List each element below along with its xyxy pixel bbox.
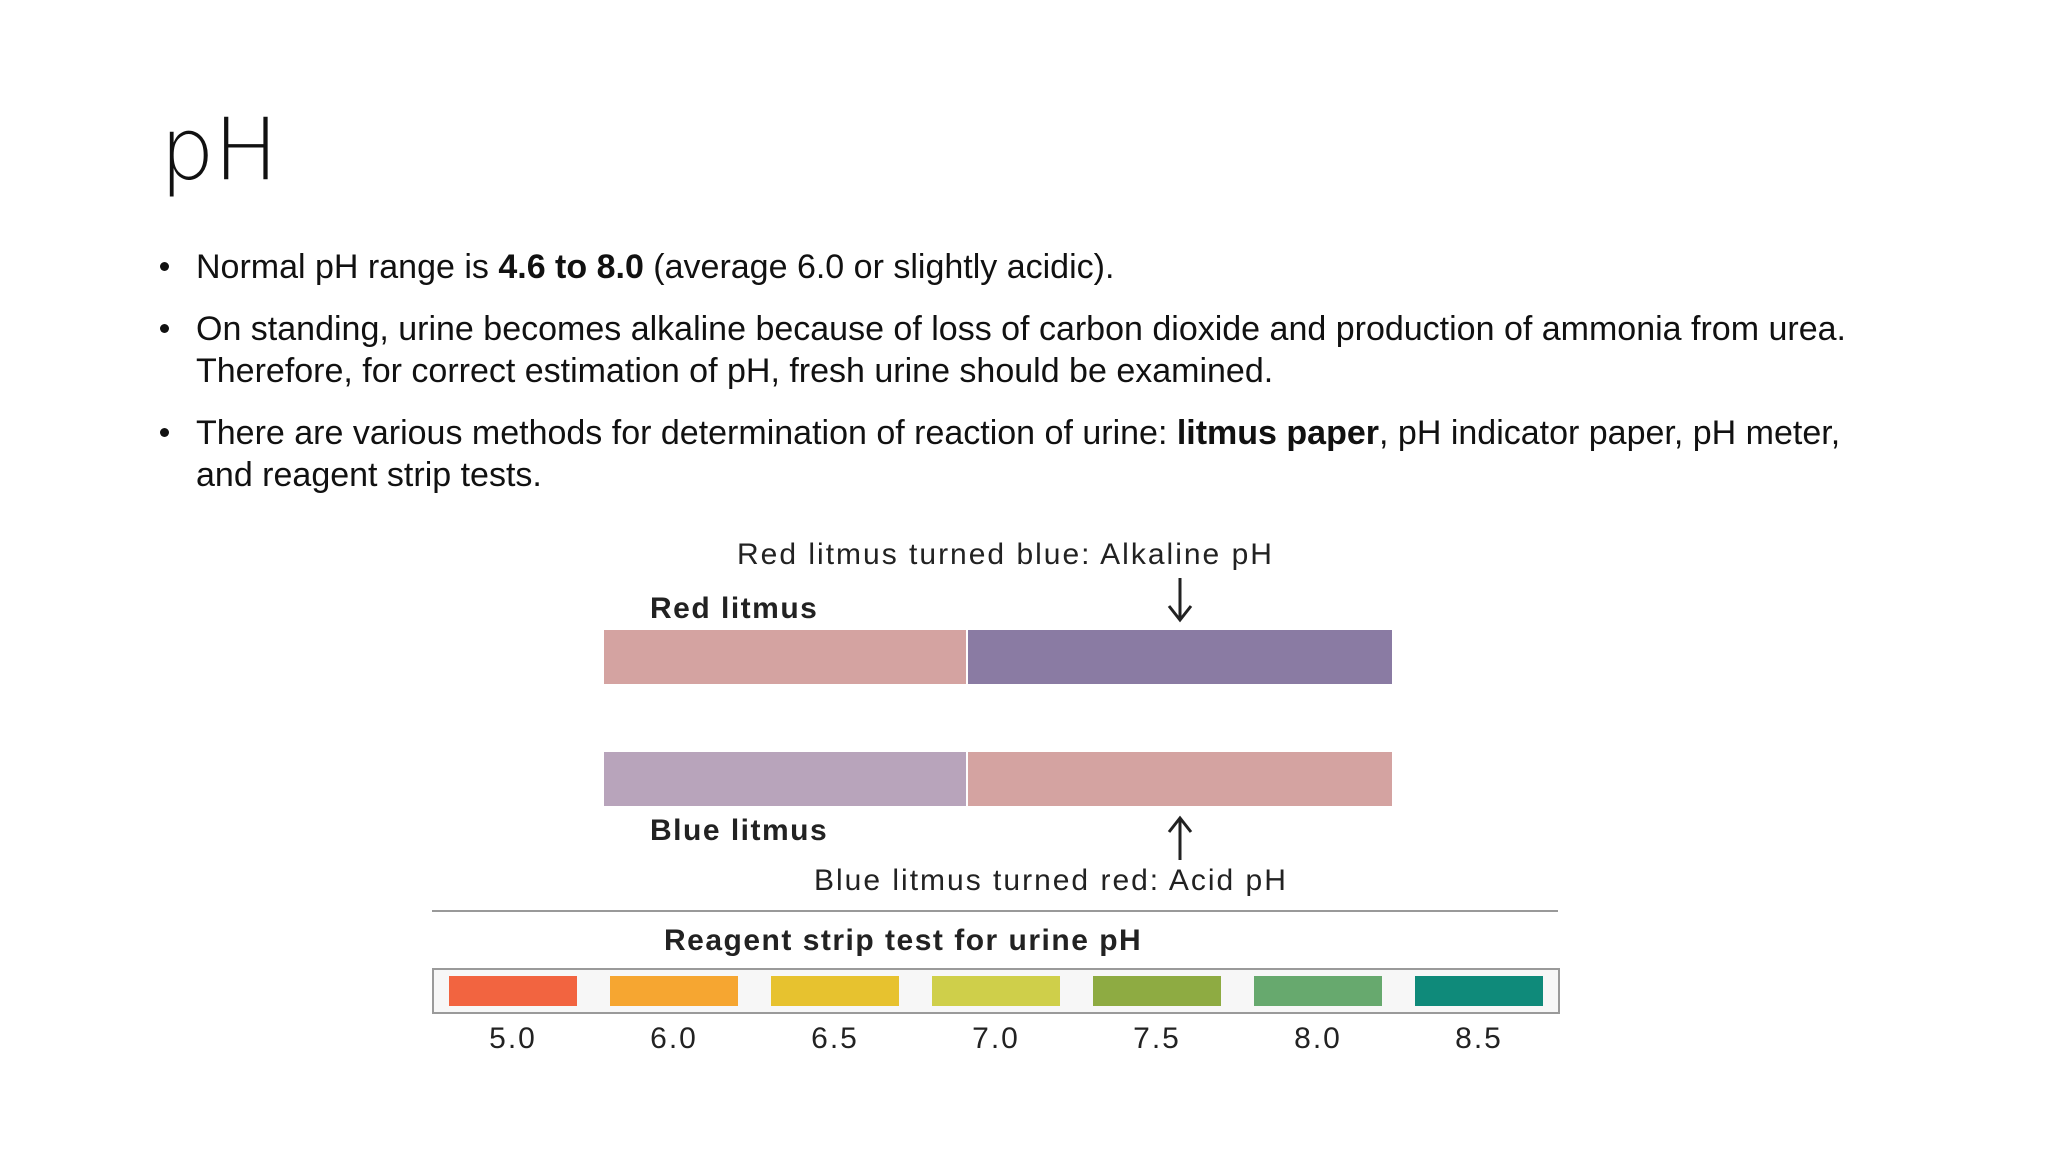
bullet-text: (average 6.0 or slightly acidic).: [643, 248, 1115, 286]
ph-label: 5.0: [489, 1022, 537, 1055]
bullet-text: There are various methods for determinat…: [196, 414, 1177, 452]
slide-title: pH: [160, 100, 278, 200]
bullet-methods: There are various methods for determinat…: [158, 412, 1858, 496]
ph-label: 8.0: [1294, 1022, 1342, 1055]
ph-label: 6.0: [650, 1022, 698, 1055]
bullet-text: On standing, urine becomes alkaline beca…: [196, 310, 1846, 390]
bullet-text: Normal pH range is: [196, 248, 499, 286]
bullet-text: , pH indicator paper, pH meter, and reag…: [196, 414, 1841, 494]
reagent-swatch-7-0: [932, 976, 1060, 1006]
bullet-bold-text: litmus paper: [1176, 414, 1380, 452]
reagent-swatch-5-0: [449, 976, 577, 1006]
bullet-standing: On standing, urine becomes alkaline beca…: [158, 308, 1858, 392]
red-litmus-caption: Red litmus turned blue: Alkaline pH: [737, 538, 1274, 571]
reagent-swatch-6-5: [771, 976, 899, 1006]
reagent-swatch-8-5: [1415, 976, 1543, 1006]
arrow-up-icon: [1167, 815, 1193, 860]
figure-divider: [432, 910, 1558, 912]
red-litmus-blue-strip: [968, 630, 1392, 684]
reagent-swatch-8-0: [1254, 976, 1382, 1006]
ph-label: 7.5: [1133, 1022, 1181, 1055]
blue-litmus-caption: Blue litmus turned red: Acid pH: [814, 864, 1288, 897]
arrow-down-icon: [1167, 578, 1193, 623]
blue-litmus-red-strip: [968, 752, 1392, 806]
ph-label: 7.0: [972, 1022, 1020, 1055]
red-litmus-unchanged-strip: [604, 630, 966, 684]
bullet-bold-text: 4.6 to 8.0: [498, 248, 644, 286]
red-litmus-label: Red litmus: [650, 592, 819, 625]
reagent-strip: [432, 968, 1560, 1014]
reagent-swatch-7-5: [1093, 976, 1221, 1006]
bullet-list: Normal pH range is 4.6 to 8.0 (average 6…: [158, 246, 1858, 516]
blue-litmus-unchanged-strip: [604, 752, 966, 806]
reagent-swatch-6-0: [610, 976, 738, 1006]
blue-litmus-label: Blue litmus: [650, 814, 829, 847]
ph-label: 8.5: [1455, 1022, 1503, 1055]
reagent-title: Reagent strip test for urine pH: [664, 924, 1143, 957]
bullet-normal-range: Normal pH range is 4.6 to 8.0 (average 6…: [158, 246, 1858, 288]
ph-label: 6.5: [811, 1022, 859, 1055]
